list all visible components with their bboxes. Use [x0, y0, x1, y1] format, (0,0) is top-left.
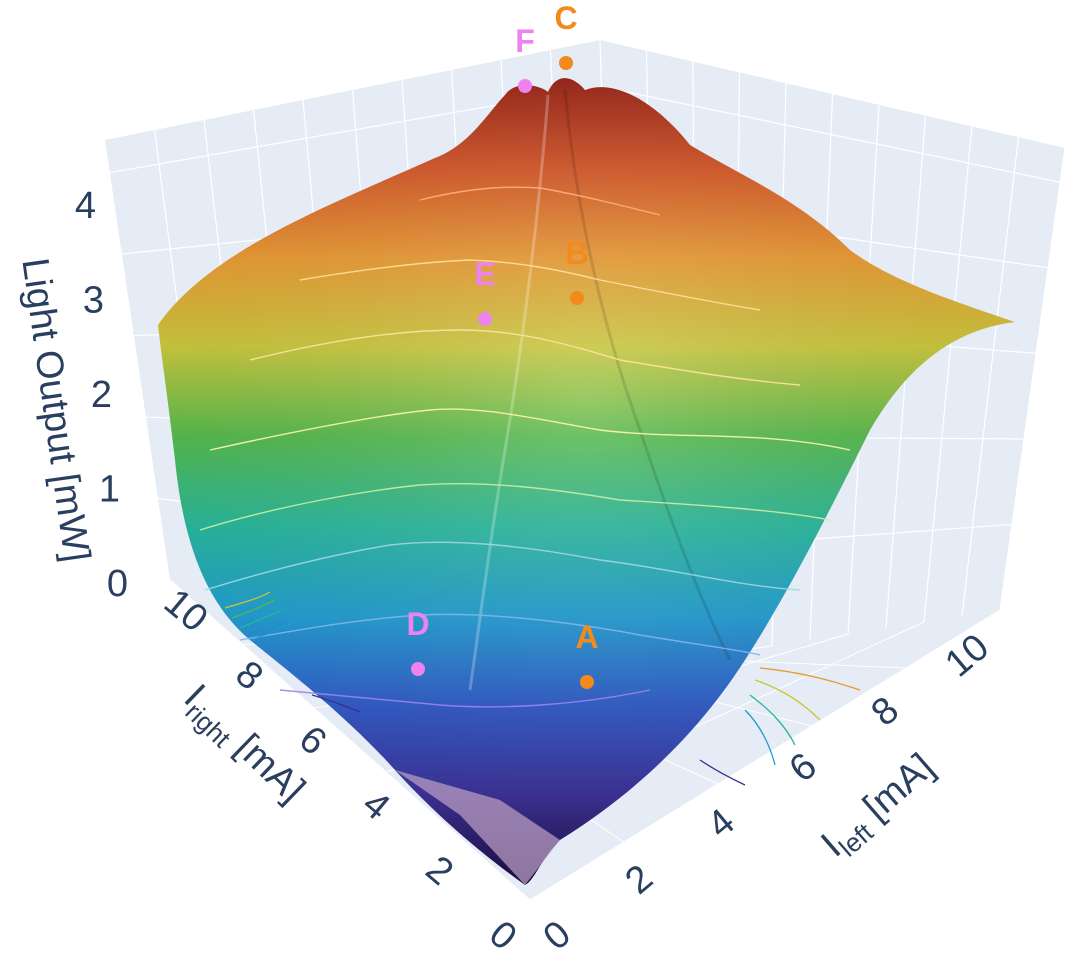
grid-line	[169, 579, 531, 901]
contour-line	[249, 329, 801, 386]
grid-line	[601, 86, 1061, 183]
grid-line	[961, 137, 1020, 617]
floor-contour	[224, 591, 271, 609]
y-tick-label: 8	[864, 689, 907, 735]
z-tick-label: 4	[75, 185, 96, 227]
point-marker-d	[411, 662, 425, 676]
contour-lines	[199, 186, 851, 708]
y-tick-label: 2	[618, 857, 661, 903]
contour-line	[419, 186, 661, 216]
grid-line	[923, 126, 973, 623]
floor-contour-projection	[224, 591, 861, 786]
floor-contour	[239, 609, 283, 629]
x-tick-label: 0	[481, 913, 524, 959]
y-tick-label: 6	[782, 745, 825, 791]
z-tick-label: 3	[83, 280, 104, 322]
floor-contour	[744, 709, 776, 766]
floor-contour	[251, 621, 296, 641]
ridge-line	[563, 89, 732, 661]
x-tick-label: 2	[418, 848, 461, 894]
contour-line	[199, 482, 831, 531]
surface	[158, 78, 1015, 886]
point-marker-e	[478, 312, 492, 326]
z-tick-label: 1	[99, 469, 120, 511]
floor-contour	[311, 694, 361, 713]
contour-line	[209, 408, 851, 451]
floor-contour	[759, 667, 861, 691]
point-label-e: E	[474, 256, 495, 292]
y-tick-label: 0	[536, 913, 579, 959]
contour-line	[239, 613, 761, 656]
grid-line	[529, 609, 1001, 901]
floor-contour	[749, 694, 796, 746]
point-label-d: D	[406, 606, 429, 642]
contour-line	[204, 541, 801, 591]
surface-base-shadow	[395, 770, 560, 885]
point-marker-c	[559, 56, 573, 70]
y-tick-label: 4	[700, 801, 743, 847]
grid-line	[999, 147, 1066, 611]
floor-contour	[699, 759, 746, 786]
point-label-b: B	[565, 235, 588, 271]
point-label-f: F	[515, 23, 535, 59]
point-label-a: A	[575, 619, 598, 655]
z-tick-label: 0	[107, 563, 128, 605]
contour-line	[299, 259, 761, 311]
floor-contour	[231, 599, 276, 619]
x-tick-label: 6	[291, 718, 334, 764]
point-marker-b	[570, 291, 584, 305]
z-axis-ticks: 0 1 2 3 4	[75, 185, 128, 605]
floor-contour	[754, 679, 821, 721]
x-tick-label: 4	[354, 783, 397, 829]
surface-highlight	[158, 78, 1015, 886]
point-label-c: C	[554, 0, 577, 36]
contour-line	[279, 689, 651, 708]
point-markers: A B C D E F	[406, 0, 599, 689]
point-marker-f	[518, 79, 532, 93]
point-marker-a	[580, 675, 594, 689]
ridge-line	[468, 94, 550, 691]
z-tick-label: 2	[91, 374, 112, 416]
